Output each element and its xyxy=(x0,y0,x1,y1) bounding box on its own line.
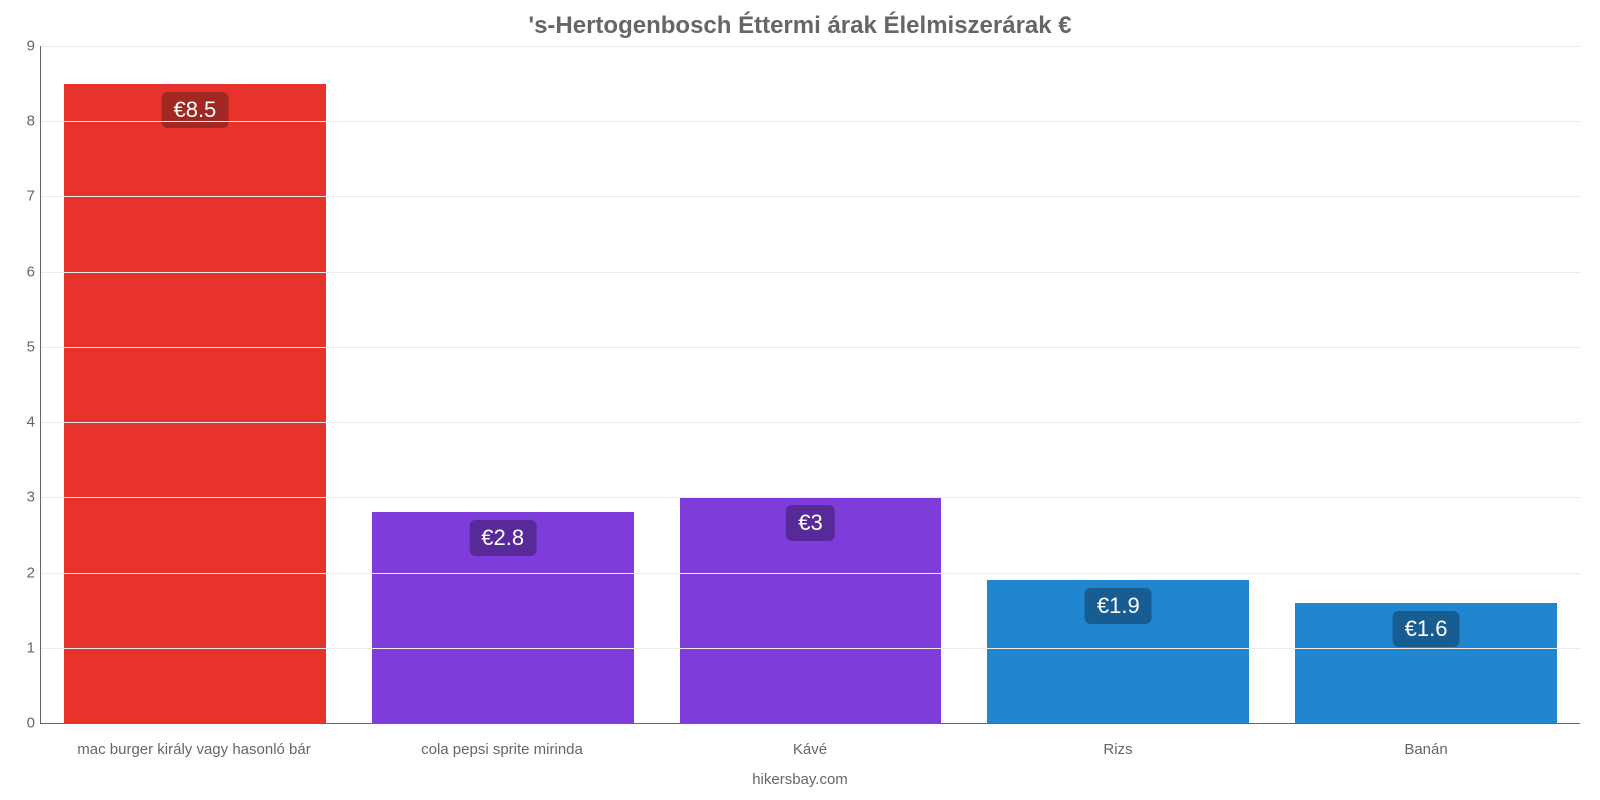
y-tick-label: 0 xyxy=(13,715,35,732)
value-badge: €8.5 xyxy=(161,92,228,128)
bars-row: €8.5 €2.8 €3 €1.9 €1.6 xyxy=(41,46,1580,723)
bar: €8.5 xyxy=(64,84,326,723)
category-label: Kávé xyxy=(656,733,964,758)
plot-area: €8.5€2.8€3€1.9€1.6 0123456789 xyxy=(40,46,1580,724)
value-badge: €1.9 xyxy=(1085,588,1152,624)
category-label: Banán xyxy=(1272,733,1580,758)
value-badge: €2.8 xyxy=(469,520,536,556)
gridline xyxy=(41,573,1580,574)
gridline xyxy=(41,272,1580,273)
category-label: mac burger király vagy hasonló bár xyxy=(40,733,348,758)
gridline xyxy=(41,347,1580,348)
bar-slot: €8.5 xyxy=(41,46,349,723)
category-label: cola pepsi sprite mirinda xyxy=(348,733,656,758)
y-tick-label: 6 xyxy=(13,263,35,280)
value-badge: €1.6 xyxy=(1393,611,1460,647)
gridline xyxy=(41,648,1580,649)
y-tick-label: 3 xyxy=(13,489,35,506)
y-tick-label: 5 xyxy=(13,338,35,355)
bar-slot: €3 xyxy=(657,46,965,723)
bar: €1.9 xyxy=(987,580,1249,723)
chart-title: 's-Hertogenbosch Éttermi árak Élelmiszer… xyxy=(0,0,1600,40)
y-tick-label: 2 xyxy=(13,564,35,581)
y-tick-label: 7 xyxy=(13,188,35,205)
value-badge: €3 xyxy=(786,505,834,541)
bar-slot: €2.8 xyxy=(349,46,657,723)
bar: €2.8 xyxy=(372,512,634,723)
gridline xyxy=(41,196,1580,197)
bar-slot: €1.6 xyxy=(1272,46,1580,723)
gridline xyxy=(41,422,1580,423)
chart-subtitle: hikersbay.com xyxy=(0,771,1600,788)
category-labels-row: mac burger király vagy hasonló bárcola p… xyxy=(40,733,1580,758)
chart-container: 's-Hertogenbosch Éttermi árak Élelmiszer… xyxy=(0,0,1600,800)
y-tick-label: 1 xyxy=(13,639,35,656)
category-label: Rizs xyxy=(964,733,1272,758)
gridline xyxy=(41,497,1580,498)
gridline xyxy=(41,121,1580,122)
y-tick-label: 9 xyxy=(13,38,35,55)
y-tick-label: 8 xyxy=(13,113,35,130)
gridline xyxy=(41,46,1580,47)
y-tick-label: 4 xyxy=(13,414,35,431)
bar-slot: €1.9 xyxy=(964,46,1272,723)
bar: €3 xyxy=(680,497,942,723)
bar: €1.6 xyxy=(1295,603,1557,723)
